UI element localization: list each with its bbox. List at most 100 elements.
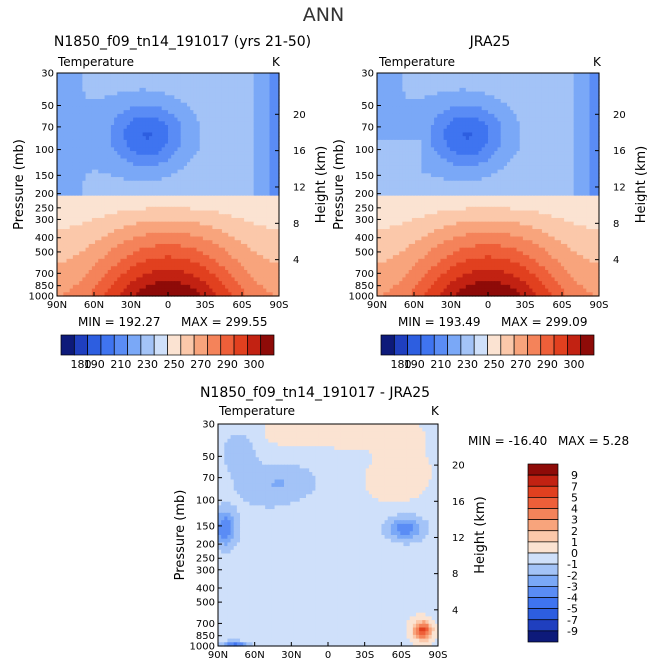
field-cell (212, 210, 217, 215)
field-cell (237, 102, 242, 108)
field-cell (209, 247, 213, 252)
field-cell (187, 125, 191, 130)
field-cell (101, 147, 106, 152)
field-cell (497, 95, 502, 100)
field-cell (79, 255, 83, 260)
field-cell (247, 117, 252, 122)
field-cell (69, 195, 74, 200)
field-cell (104, 99, 109, 104)
field-cell (529, 99, 533, 104)
field-cell (177, 251, 182, 256)
field-cell (98, 87, 102, 93)
field-cell (180, 247, 185, 252)
field-cell (107, 136, 112, 141)
field-cell (228, 110, 233, 115)
field-cell (256, 266, 261, 271)
field-cell (250, 277, 255, 282)
field-cell (253, 229, 258, 234)
field-cell (190, 258, 194, 264)
field-cell (101, 269, 106, 275)
field-cell (187, 266, 191, 271)
field-cell (114, 132, 118, 137)
field-cell (158, 106, 163, 111)
field-cell (164, 292, 169, 297)
field-cell (491, 106, 495, 111)
field-cell (187, 188, 191, 193)
field-cell (193, 143, 198, 148)
field-cell (98, 221, 102, 226)
field-cell (82, 91, 87, 96)
field-cell (237, 191, 242, 197)
field-cell (221, 288, 226, 293)
field-cell (183, 128, 188, 134)
field-cell (215, 125, 220, 130)
field-cell (101, 180, 106, 186)
field-cell (199, 95, 204, 100)
field-cell (120, 117, 125, 122)
field-cell (66, 206, 71, 212)
field-cell (595, 99, 600, 104)
field-cell (247, 180, 252, 186)
field-cell (225, 240, 229, 245)
field-cell (107, 73, 112, 78)
field-cell (164, 125, 169, 130)
field-cell (104, 165, 109, 171)
field-cell (155, 199, 160, 204)
field-cell (120, 199, 125, 204)
field-cell (240, 84, 245, 89)
field-cell (199, 203, 204, 208)
field-cell (576, 87, 581, 93)
field-cell (187, 139, 191, 145)
field-cell (180, 191, 185, 197)
field-cell (139, 80, 144, 85)
field-cell (101, 273, 106, 279)
field-cell (95, 217, 99, 223)
field-cell (82, 258, 87, 264)
field-cell (63, 84, 68, 89)
field-cell (161, 232, 166, 238)
field-cell (516, 106, 521, 111)
field-cell (545, 95, 549, 100)
field-cell (129, 80, 134, 85)
field-cell (263, 91, 267, 96)
panel-1-units: K (272, 55, 280, 69)
field-cell (136, 232, 141, 238)
field-cell (231, 266, 236, 271)
field-cell (193, 277, 198, 282)
field-cell (148, 173, 153, 178)
field-cell (79, 143, 83, 148)
field-cell (88, 91, 93, 96)
field-cell (155, 158, 160, 163)
field-cell (177, 266, 182, 271)
field-cell (171, 95, 175, 100)
field-cell (114, 143, 118, 148)
field-cell (155, 225, 160, 230)
field-cell (500, 102, 505, 108)
field-cell (237, 87, 242, 93)
field-cell (82, 255, 87, 260)
field-cell (123, 199, 128, 204)
field-cell (180, 232, 185, 238)
field-cell (472, 106, 476, 111)
field-cell (253, 277, 258, 282)
field-cell (193, 191, 198, 197)
field-cell (272, 236, 277, 241)
field-cell (209, 132, 213, 137)
field-cell (120, 195, 125, 200)
field-cell (88, 281, 93, 286)
field-cell (63, 251, 68, 256)
field-cell (126, 158, 131, 163)
field-cell (541, 87, 546, 93)
field-cell (595, 106, 600, 111)
field-cell (136, 184, 141, 189)
field-cell (491, 99, 495, 104)
field-cell (129, 147, 134, 152)
field-cell (247, 113, 252, 119)
panel-3-units: K (431, 404, 439, 418)
field-cell (209, 121, 213, 126)
field-cell (82, 162, 87, 167)
field-cell (247, 80, 252, 85)
field-cell (215, 173, 220, 178)
field-cell (256, 73, 261, 78)
field-cell (110, 195, 115, 200)
